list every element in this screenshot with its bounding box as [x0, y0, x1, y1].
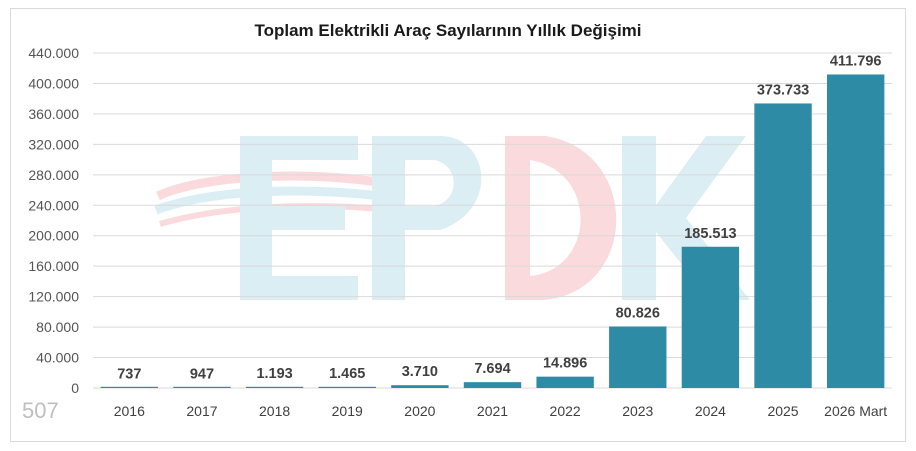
y-tick-label: 0 — [71, 380, 79, 396]
data-label: 1.193 — [256, 366, 292, 382]
x-tick-label: 2018 — [259, 403, 290, 419]
chart-title: Toplam Elektrikli Araç Sayılarının Yıllı… — [254, 21, 641, 40]
x-tick-label: 2021 — [477, 403, 508, 419]
y-tick-label: 240.000 — [28, 197, 79, 213]
x-tick-label: 2016 — [114, 403, 145, 419]
data-labels: 737 947 1.193 1.465 3.710 7.694 14.896 80.826 18… — [117, 53, 881, 382]
bar — [754, 103, 812, 389]
y-tick-label: 280.000 — [28, 167, 79, 183]
data-label: 7.694 — [474, 361, 510, 377]
x-axis: 2016 2017 2018 2019 2020 2021 2022 2023 2024 2025… — [114, 403, 888, 419]
data-label: 411.796 — [830, 53, 882, 69]
x-tick-label: 2023 — [622, 403, 653, 419]
y-tick-label: 360.000 — [28, 106, 79, 122]
x-tick-label: 2019 — [332, 403, 363, 419]
bar — [245, 386, 304, 388]
y-tick-label: 320.000 — [28, 136, 79, 152]
y-axis: 0 40.000 80.000 120.000 160.000 200.000 240.00… — [28, 45, 79, 396]
data-label: 14.896 — [543, 356, 587, 372]
x-tick-label: 2020 — [404, 403, 435, 419]
y-tick-label: 400.000 — [28, 75, 79, 91]
bar — [173, 386, 231, 388]
y-tick-label: 440.000 — [28, 45, 79, 61]
data-label: 373.733 — [757, 82, 809, 98]
bar — [318, 386, 376, 388]
x-tick-label: 2025 — [767, 403, 798, 419]
bar — [536, 376, 594, 388]
data-label: 3.710 — [402, 364, 438, 380]
bar — [391, 385, 449, 388]
x-tick-label: 2024 — [695, 403, 726, 419]
y-tick-label: 120.000 — [28, 289, 79, 305]
y-tick-label: 40.000 — [36, 350, 79, 366]
y-tick-label: 200.000 — [28, 228, 79, 244]
y-tick-label: 80.000 — [36, 319, 79, 335]
data-label: 80.826 — [616, 305, 660, 321]
bars — [100, 74, 885, 389]
x-tick-label: 2022 — [550, 403, 581, 419]
bar — [826, 74, 885, 388]
x-tick-label: 2017 — [186, 403, 217, 419]
x-tick-label: 2026 Mart — [824, 403, 887, 419]
data-label: 1.465 — [329, 366, 365, 382]
bar — [681, 246, 740, 388]
data-label: 947 — [190, 366, 214, 382]
epdk-watermark-logo — [154, 136, 750, 300]
page-number: 507 — [22, 398, 59, 423]
bar — [100, 386, 159, 388]
y-tick-label: 160.000 — [28, 258, 79, 274]
bar — [609, 326, 667, 388]
data-label: 737 — [117, 366, 141, 382]
data-label: 185.513 — [684, 226, 736, 242]
bar — [463, 382, 522, 388]
